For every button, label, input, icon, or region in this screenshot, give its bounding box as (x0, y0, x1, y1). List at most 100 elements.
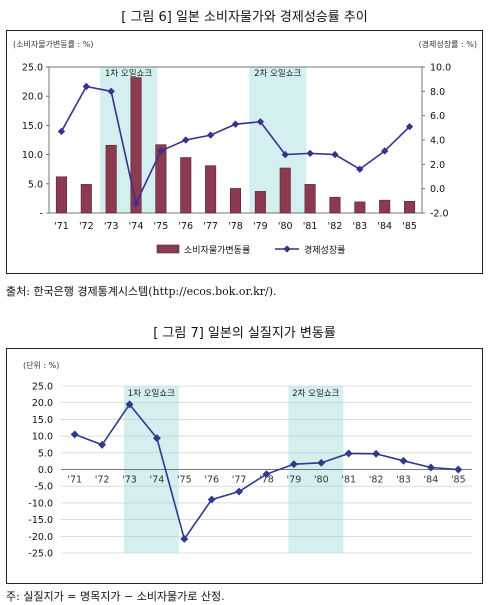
x-category-label: '85 (451, 475, 466, 486)
figure-7-caption: [ 그림 7] 일본의 실질지가 변동률 (153, 326, 336, 341)
left-tick-label: 10.0 (22, 150, 43, 161)
y-tick-label: 0.0 (38, 465, 53, 476)
oil-shock-band (249, 67, 307, 213)
x-category-label: '79 (287, 475, 302, 486)
x-category-label: '83 (396, 475, 411, 486)
x-category-label: '74 (129, 221, 144, 232)
right-tick-label: -2.0 (430, 209, 449, 220)
left-axis-label: (소비자물가변동률 : %) (13, 39, 94, 49)
x-category-label: '80 (314, 475, 329, 486)
cpi-bar (254, 191, 266, 214)
legend-marker-gdp (283, 245, 291, 253)
oil-shock-label: 1차 오일쇼크 (105, 69, 152, 79)
x-category-label: '82 (369, 475, 384, 486)
real-land-price-point (152, 434, 161, 443)
x-category-label: '82 (328, 221, 343, 232)
cpi-bar (155, 144, 167, 214)
gdp-growth-point (206, 131, 215, 139)
x-category-label: '78 (228, 221, 243, 232)
x-category-label: '77 (203, 221, 218, 232)
real-land-price-point (344, 449, 353, 458)
x-category-label: '73 (104, 221, 119, 232)
x-category-label: '72 (95, 475, 110, 486)
x-category-label: '72 (79, 221, 94, 232)
x-category-label: '81 (303, 221, 318, 232)
x-category-label: '84 (377, 221, 392, 232)
figure-7-footnote: 주: 실질지가 = 명목지가 − 소비자물가로 산정. (6, 590, 225, 603)
y-tick-label: -25.0 (28, 549, 53, 560)
gdp-growth-point (231, 120, 240, 128)
real-land-price-point (125, 400, 134, 409)
figure-6-caption: [ 그림 6] 일본 소비자물가와 경제성승률 추이 (121, 10, 368, 25)
left-tick-label: 15.0 (22, 121, 43, 132)
y-tick-label: 5.0 (38, 448, 53, 459)
gdp-growth-point (331, 150, 339, 159)
oil-shock-label: 1차 오일쇼크 (128, 389, 175, 399)
x-category-label: '80 (278, 221, 293, 232)
figure-6-frame: 1차 오일쇼크 2차 오일쇼크 (소비자물가변동률 : %) (경제성장률 : %) 2… (6, 30, 483, 274)
right-tick-label: 4.0 (430, 136, 445, 147)
y-axis-label: (단위 : %) (23, 360, 59, 370)
cpi-bar (105, 144, 117, 214)
x-category-label: '71 (67, 475, 82, 486)
left-tick-label: 25.0 (22, 63, 43, 74)
real-land-price-point (399, 456, 408, 465)
x-category-label: '77 (232, 475, 247, 486)
y-tick-label: 20.0 (32, 398, 53, 409)
x-category-label: '75 (154, 221, 169, 232)
figure-6-source-note: 출처: 한국은행 경제통계시스템(http://ecos.bok.or.kr/)… (6, 285, 277, 298)
x-category-label: '73 (122, 475, 137, 486)
legend-label-gdp: 경제성장률 (304, 244, 345, 256)
x-category-label: '76 (204, 475, 219, 486)
oil-shock-label: 2차 오일쇼크 (292, 389, 339, 399)
y-tick-label: 25.0 (32, 382, 53, 393)
gdp-growth-point (57, 127, 66, 136)
y-tick-label: 15.0 (32, 415, 53, 426)
cpi-bar (130, 77, 142, 214)
right-tick-label: 10.0 (430, 63, 451, 74)
real-land-price-point (317, 458, 326, 467)
x-category-label: '81 (341, 475, 356, 486)
cpi-bar (329, 196, 341, 214)
cpi-bar (379, 199, 391, 214)
x-category-label: '83 (352, 221, 367, 232)
cpi-bar (55, 176, 67, 214)
legend: 소비자물가변동률 경제성장률 (156, 244, 345, 256)
x-category-label: '79 (253, 221, 268, 232)
gdp-growth-point (157, 147, 165, 155)
oil-shock-label: 2차 오일쇼크 (254, 69, 301, 79)
gdp-growth-point (82, 82, 90, 91)
x-category-label: '75 (177, 475, 192, 486)
y-tick-label: -10.0 (28, 498, 53, 509)
y-tick-label: -5.0 (34, 482, 53, 493)
real-land-price-point (372, 449, 381, 458)
left-tick-label: - (40, 209, 43, 220)
figure-7-chart: 1차 오일쇼크 2차 오일쇼크 25.0 20.0 15.0 10.0 5.0 0.0 -5.0… (23, 360, 472, 560)
cpi-bar (229, 188, 242, 214)
y-tick-label: -20.0 (28, 532, 53, 543)
real-land-price-point (454, 465, 463, 474)
figure-7-frame: 1차 오일쇼크 2차 오일쇼크 25.0 20.0 15.0 10.0 5.0 0.0 -5.0… (6, 348, 483, 584)
gdp-growth-point (256, 118, 265, 126)
left-tick-label: 5.0 (28, 179, 43, 190)
gdp-growth-point (405, 122, 414, 131)
right-tick-label: 2.0 (430, 160, 445, 171)
x-category-label: '85 (402, 221, 417, 232)
gdp-growth-point (381, 147, 389, 155)
y-tick-label: 10.0 (32, 432, 53, 443)
figure-6-chart: 1차 오일쇼크 2차 오일쇼크 (소비자물가변동률 : %) (경제성장률 : %) 2… (13, 39, 477, 256)
right-tick-label: 0.0 (430, 184, 445, 195)
right-tick-label: 6.0 (430, 111, 445, 122)
gdp-growth-point (281, 150, 289, 159)
cpi-bar (180, 157, 192, 214)
cpi-bar (304, 184, 316, 214)
cpi-bar (279, 167, 291, 214)
real-land-price-point (235, 487, 244, 496)
x-category-label: '78 (259, 475, 274, 486)
x-category-label: '76 (178, 221, 193, 232)
y-tick-label: -15.0 (28, 515, 53, 526)
cpi-bar (80, 184, 92, 214)
right-tick-label: 8.0 (430, 87, 445, 98)
x-category-label: '84 (424, 475, 439, 486)
cpi-bar (354, 201, 366, 214)
